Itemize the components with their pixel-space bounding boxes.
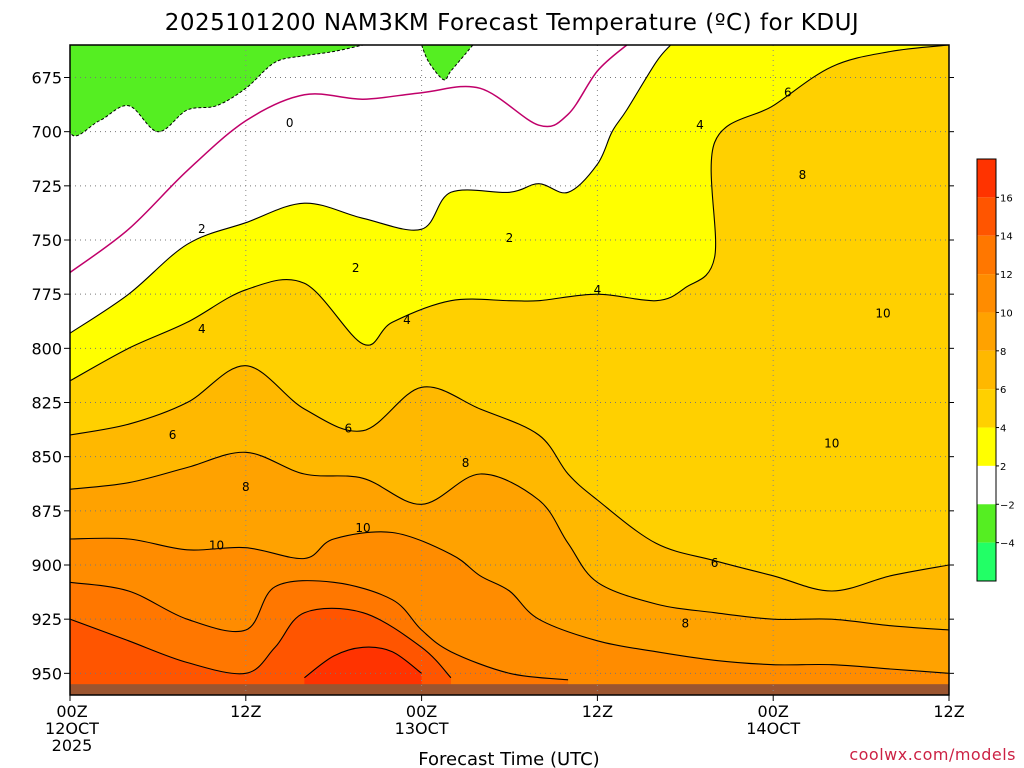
y-tick-label: 725 (31, 177, 62, 196)
contour-label: 4 (696, 118, 704, 132)
chart-title: 2025101200 NAM3KM Forecast Temperature (… (165, 10, 859, 36)
contour-label: 2 (198, 222, 206, 236)
contour-label: 6 (784, 86, 792, 100)
x-tick-label: 2025 (52, 736, 93, 755)
contour-label: 10 (824, 437, 839, 451)
colorbar-tick-label: −2 (1000, 500, 1015, 511)
x-tick-label: 14OCT (746, 719, 800, 738)
contour-labels: 0 2 2 2 4 4 4 4 6 6 6 6 8 8 8 8 10 10 10 10 (169, 86, 891, 631)
contour-line-10 (70, 531, 949, 674)
x-tick-label: 12Z (582, 702, 613, 721)
x-tick-label: 12Z (230, 702, 261, 721)
contour-line-0 (70, 45, 628, 274)
contour-line-4 (70, 45, 949, 382)
x-tick-label: 00Z (406, 702, 437, 721)
colorbar-swatch (977, 504, 996, 543)
y-tick-label: 900 (31, 556, 62, 575)
x-tick-label: 00Z (758, 702, 789, 721)
contour-label: 2 (506, 231, 514, 245)
colorbar-swatch (977, 465, 996, 505)
colorbar-tick-label: 8 (1000, 347, 1006, 358)
colorbar-swatch (977, 427, 996, 466)
colorbar-swatch (977, 274, 996, 313)
contour-label: 10 (355, 521, 370, 535)
y-tick-label: 700 (31, 123, 62, 142)
x-tick-label: 13OCT (395, 719, 449, 738)
colorbar-swatch (977, 312, 996, 351)
contour-label: 4 (403, 313, 411, 327)
colorbar: 16 14 12 10 8 6 4 2 −2 −4 (976, 158, 1015, 582)
temperature-fill (70, 45, 949, 695)
colorbar-tick-label: 2 (1000, 462, 1006, 473)
colorbar-swatch (977, 350, 996, 390)
plot-area: 0 2 2 2 4 4 4 4 6 6 6 6 8 8 8 8 10 10 10 10 675 700 725 750 775 8… (31, 44, 965, 755)
grid (70, 45, 949, 695)
y-tick-label: 850 (31, 448, 62, 467)
x-tick-label: 12OCT (45, 719, 99, 738)
contour-label: 8 (681, 617, 689, 631)
contour-label: 0 (286, 116, 294, 130)
contour-line-6 (70, 365, 949, 592)
contour-line-16 (304, 646, 422, 679)
colorbar-tick-label: 14 (1000, 232, 1013, 243)
y-tick-label: 800 (31, 339, 62, 358)
contour-lines (70, 45, 949, 681)
y-tick-label: 875 (31, 502, 62, 521)
colorbar-swatch (977, 235, 996, 275)
y-tick-label: 825 (31, 394, 62, 413)
y-tick-label: 950 (31, 664, 62, 683)
contour-label: 4 (198, 322, 206, 336)
contour-line-12 (70, 580, 569, 681)
colorbar-swatch (977, 389, 996, 428)
fill-band-cold (421, 45, 474, 81)
colorbar-tick-label: 12 (1000, 270, 1013, 281)
plot-frame (69, 44, 950, 696)
colorbar-tick-label: 10 (1000, 308, 1013, 319)
x-axis-label: Forecast Time (UTC) (418, 749, 599, 768)
colorbar-swatch (977, 159, 996, 198)
contour-label: 6 (711, 556, 719, 570)
colorbar-swatch (977, 542, 996, 581)
contour-label: 8 (462, 456, 470, 470)
contour-label: 10 (875, 307, 890, 321)
x-tick-label: 00Z (56, 702, 87, 721)
contour-label: 6 (169, 428, 177, 442)
y-tick-label: 750 (31, 231, 62, 250)
contour-label: 10 (209, 539, 224, 553)
contour-line-2 (70, 45, 672, 334)
fill-band-cold (70, 45, 364, 137)
contour-label: 8 (242, 480, 250, 494)
contour-label: 4 (594, 283, 602, 297)
contour-label: 8 (799, 168, 807, 182)
colorbar-tick-label: 6 (1000, 385, 1006, 396)
contour-label: 6 (345, 422, 353, 436)
contour-line-8 (70, 451, 949, 631)
fill-band-16 (304, 647, 422, 695)
x-tick-label: 12Z (933, 702, 964, 721)
colorbar-tick-label: 4 (1000, 424, 1006, 435)
y-axis: 675 700 725 750 775 800 825 850 875 900 925 950 (31, 69, 954, 683)
y-tick-label: 775 (31, 285, 62, 304)
colorbar-frame (976, 158, 997, 582)
surface-ground (70, 684, 949, 695)
contour-label: 2 (352, 261, 360, 275)
colorbar-swatch (977, 197, 996, 236)
colorbar-tick-label: 16 (1000, 193, 1013, 204)
credit-text: coolwx.com/models (849, 745, 1016, 764)
y-tick-label: 675 (31, 69, 62, 88)
colorbar-tick-label: −4 (1000, 539, 1015, 550)
contour-line-14 (70, 607, 452, 679)
y-tick-label: 925 (31, 610, 62, 629)
